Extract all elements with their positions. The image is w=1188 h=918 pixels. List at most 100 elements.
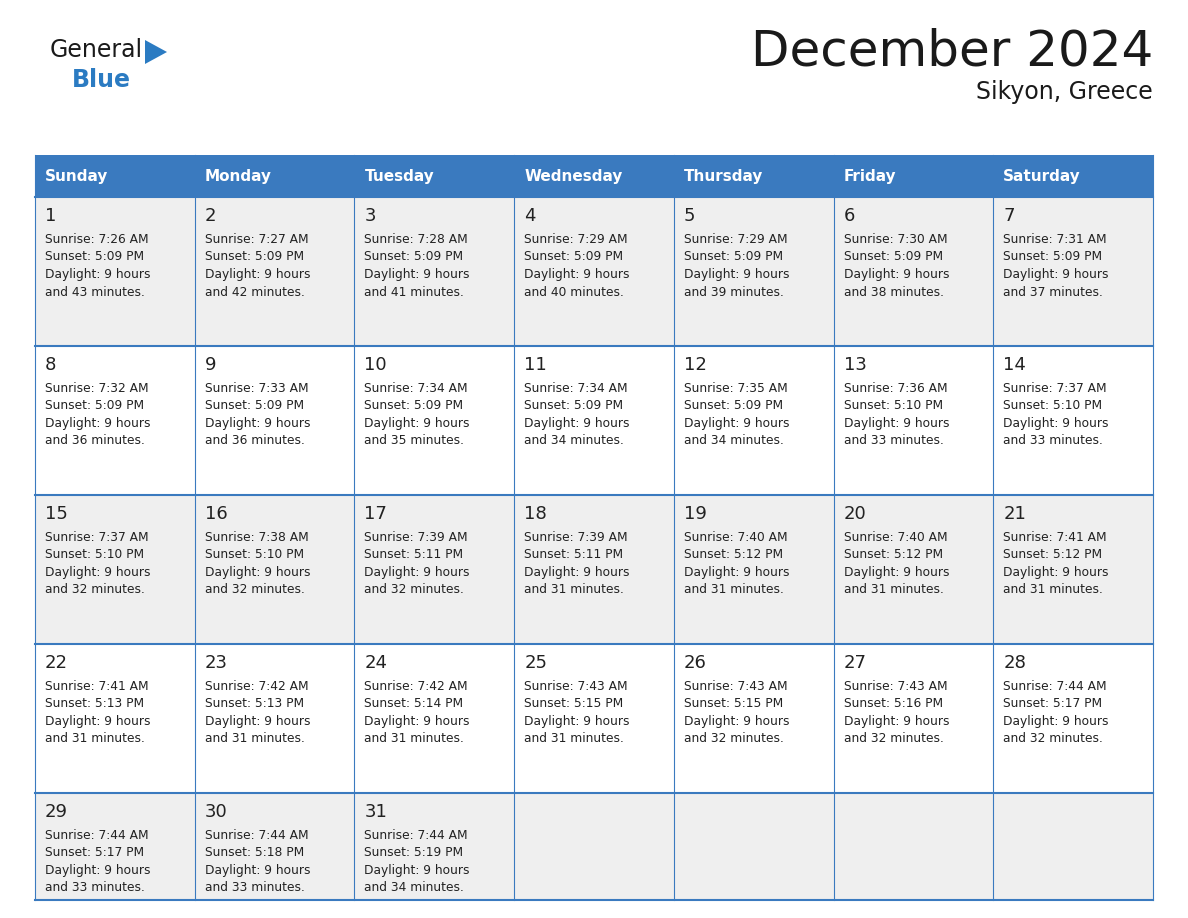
Bar (34, 644, 1154, 793)
Text: Sunset: 5:17 PM: Sunset: 5:17 PM (45, 846, 144, 859)
Text: and 32 minutes.: and 32 minutes. (365, 583, 465, 597)
Text: Daylight: 9 hours: Daylight: 9 hours (524, 565, 630, 579)
Text: Sunset: 5:13 PM: Sunset: 5:13 PM (204, 698, 304, 711)
Text: Sunset: 5:19 PM: Sunset: 5:19 PM (365, 846, 463, 859)
Text: Sunrise: 7:34 AM: Sunrise: 7:34 AM (524, 382, 627, 395)
Text: Sunset: 5:09 PM: Sunset: 5:09 PM (45, 399, 144, 412)
Text: and 31 minutes.: and 31 minutes. (843, 583, 943, 597)
Text: 14: 14 (1004, 356, 1026, 374)
Text: and 31 minutes.: and 31 minutes. (1004, 583, 1104, 597)
Text: Sunset: 5:18 PM: Sunset: 5:18 PM (204, 846, 304, 859)
Text: and 31 minutes.: and 31 minutes. (524, 583, 624, 597)
Text: and 32 minutes.: and 32 minutes. (843, 733, 943, 745)
Text: Daylight: 9 hours: Daylight: 9 hours (365, 864, 470, 877)
Text: 9: 9 (204, 356, 216, 374)
Text: Sikyon, Greece: Sikyon, Greece (977, 80, 1154, 104)
Text: Monday: Monday (204, 169, 272, 184)
Text: Sunset: 5:12 PM: Sunset: 5:12 PM (843, 548, 943, 562)
Text: 3: 3 (365, 207, 375, 225)
Text: Daylight: 9 hours: Daylight: 9 hours (365, 565, 470, 579)
Text: Sunset: 5:09 PM: Sunset: 5:09 PM (204, 251, 304, 263)
Text: Sunset: 5:09 PM: Sunset: 5:09 PM (365, 399, 463, 412)
Text: and 32 minutes.: and 32 minutes. (684, 733, 784, 745)
Text: 22: 22 (45, 654, 68, 672)
Text: Blue: Blue (72, 68, 131, 92)
Text: and 35 minutes.: and 35 minutes. (365, 434, 465, 447)
Text: Sunset: 5:10 PM: Sunset: 5:10 PM (204, 548, 304, 562)
Text: 26: 26 (684, 654, 707, 672)
Text: Sunset: 5:09 PM: Sunset: 5:09 PM (524, 251, 624, 263)
Text: Daylight: 9 hours: Daylight: 9 hours (524, 417, 630, 430)
Text: 25: 25 (524, 654, 548, 672)
Text: Sunrise: 7:44 AM: Sunrise: 7:44 AM (204, 829, 309, 842)
Text: Sunset: 5:10 PM: Sunset: 5:10 PM (843, 399, 943, 412)
Text: Daylight: 9 hours: Daylight: 9 hours (524, 715, 630, 728)
Text: Sunset: 5:11 PM: Sunset: 5:11 PM (365, 548, 463, 562)
Text: and 34 minutes.: and 34 minutes. (684, 434, 784, 447)
Text: 8: 8 (45, 356, 56, 374)
Text: Daylight: 9 hours: Daylight: 9 hours (843, 715, 949, 728)
Text: Sunrise: 7:32 AM: Sunrise: 7:32 AM (45, 382, 148, 395)
Text: Sunset: 5:10 PM: Sunset: 5:10 PM (1004, 399, 1102, 412)
Text: Saturday: Saturday (1004, 169, 1081, 184)
Text: and 33 minutes.: and 33 minutes. (843, 434, 943, 447)
Text: Tuesday: Tuesday (365, 169, 434, 184)
Text: Daylight: 9 hours: Daylight: 9 hours (45, 715, 151, 728)
Bar (34, 495, 1154, 644)
Text: Daylight: 9 hours: Daylight: 9 hours (204, 417, 310, 430)
Text: 27: 27 (843, 654, 866, 672)
Bar (34, 155, 1154, 197)
Text: Sunset: 5:16 PM: Sunset: 5:16 PM (843, 698, 943, 711)
Text: Daylight: 9 hours: Daylight: 9 hours (45, 864, 151, 877)
Text: Daylight: 9 hours: Daylight: 9 hours (365, 417, 470, 430)
Text: Sunrise: 7:43 AM: Sunrise: 7:43 AM (524, 680, 627, 693)
Text: Sunset: 5:09 PM: Sunset: 5:09 PM (204, 399, 304, 412)
Text: Sunset: 5:13 PM: Sunset: 5:13 PM (45, 698, 144, 711)
Text: Sunrise: 7:29 AM: Sunrise: 7:29 AM (524, 233, 627, 246)
Text: Daylight: 9 hours: Daylight: 9 hours (45, 417, 151, 430)
Text: Sunset: 5:14 PM: Sunset: 5:14 PM (365, 698, 463, 711)
Bar (34, 197, 1154, 346)
Text: 20: 20 (843, 505, 866, 523)
Text: Friday: Friday (843, 169, 896, 184)
Text: Wednesday: Wednesday (524, 169, 623, 184)
Text: Sunrise: 7:33 AM: Sunrise: 7:33 AM (204, 382, 309, 395)
Text: 23: 23 (204, 654, 228, 672)
Text: Sunrise: 7:41 AM: Sunrise: 7:41 AM (1004, 531, 1107, 543)
Text: Sunrise: 7:44 AM: Sunrise: 7:44 AM (45, 829, 148, 842)
Text: Sunset: 5:09 PM: Sunset: 5:09 PM (1004, 251, 1102, 263)
Text: Daylight: 9 hours: Daylight: 9 hours (684, 417, 789, 430)
Text: Sunrise: 7:39 AM: Sunrise: 7:39 AM (524, 531, 627, 543)
Text: Sunrise: 7:37 AM: Sunrise: 7:37 AM (45, 531, 148, 543)
Text: Sunrise: 7:40 AM: Sunrise: 7:40 AM (843, 531, 947, 543)
Text: 24: 24 (365, 654, 387, 672)
Text: Sunset: 5:09 PM: Sunset: 5:09 PM (684, 251, 783, 263)
Text: Daylight: 9 hours: Daylight: 9 hours (365, 715, 470, 728)
Text: Daylight: 9 hours: Daylight: 9 hours (843, 417, 949, 430)
Text: Sunrise: 7:38 AM: Sunrise: 7:38 AM (204, 531, 309, 543)
Text: 6: 6 (843, 207, 855, 225)
Text: Daylight: 9 hours: Daylight: 9 hours (1004, 565, 1108, 579)
Bar (34, 793, 1154, 900)
Text: Sunset: 5:15 PM: Sunset: 5:15 PM (684, 698, 783, 711)
Text: Sunrise: 7:37 AM: Sunrise: 7:37 AM (1004, 382, 1107, 395)
Text: Daylight: 9 hours: Daylight: 9 hours (1004, 715, 1108, 728)
Text: and 36 minutes.: and 36 minutes. (45, 434, 145, 447)
Text: Sunrise: 7:26 AM: Sunrise: 7:26 AM (45, 233, 148, 246)
Text: Daylight: 9 hours: Daylight: 9 hours (524, 268, 630, 281)
Text: Sunset: 5:09 PM: Sunset: 5:09 PM (45, 251, 144, 263)
Text: Sunrise: 7:31 AM: Sunrise: 7:31 AM (1004, 233, 1107, 246)
Text: Daylight: 9 hours: Daylight: 9 hours (204, 565, 310, 579)
Text: 4: 4 (524, 207, 536, 225)
Text: 28: 28 (1004, 654, 1026, 672)
Text: 1: 1 (45, 207, 56, 225)
Text: Sunset: 5:09 PM: Sunset: 5:09 PM (843, 251, 943, 263)
Text: and 33 minutes.: and 33 minutes. (1004, 434, 1104, 447)
Text: and 40 minutes.: and 40 minutes. (524, 285, 624, 298)
Text: and 32 minutes.: and 32 minutes. (45, 583, 145, 597)
Text: Sunday: Sunday (45, 169, 108, 184)
Text: and 38 minutes.: and 38 minutes. (843, 285, 943, 298)
Text: 7: 7 (1004, 207, 1015, 225)
Text: Sunrise: 7:30 AM: Sunrise: 7:30 AM (843, 233, 947, 246)
Text: and 33 minutes.: and 33 minutes. (45, 881, 145, 894)
